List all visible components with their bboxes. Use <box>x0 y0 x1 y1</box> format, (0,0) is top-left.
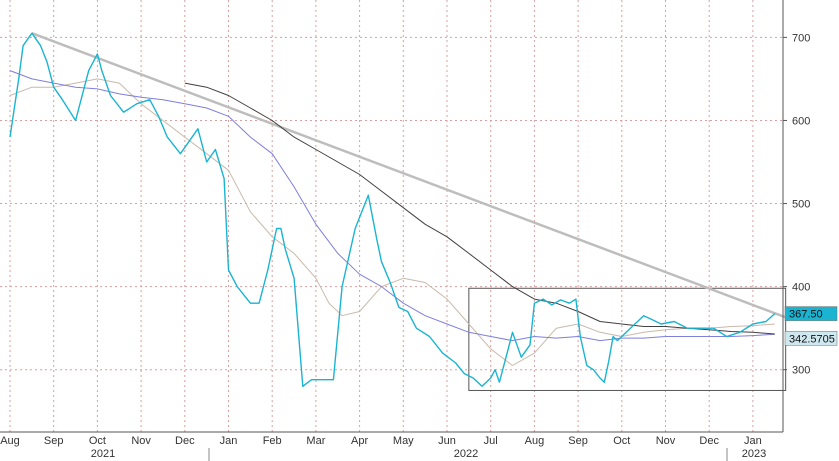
chart-series <box>9 32 776 387</box>
x-tick-label: Jul <box>484 435 498 447</box>
x-tick-label: Mar <box>306 435 325 447</box>
x-tick-label: Apr <box>351 435 368 447</box>
y-tick-label: 600 <box>792 115 810 127</box>
x-tick-label: Feb <box>263 435 282 447</box>
y-tick-label: 700 <box>792 32 810 44</box>
x-tick-label: Dec <box>699 435 719 447</box>
x-tick-label: Jan <box>744 435 762 447</box>
x-tick-label: Jan <box>220 435 238 447</box>
x-tick-label: Nov <box>131 435 151 447</box>
last-value-badge <box>784 306 838 321</box>
y-tick-label: 400 <box>792 282 810 294</box>
trendline <box>31 32 787 319</box>
last-value-badge <box>784 331 838 346</box>
x-tick-label: Sep <box>568 435 588 447</box>
x-tick-label: May <box>393 435 414 447</box>
last-value-label: 342.5705 <box>789 333 835 345</box>
x-tick-label: Aug <box>525 435 545 447</box>
series-line-ma_blue <box>9 70 775 342</box>
x-tick-label: Aug <box>0 435 20 447</box>
year-label: 2023 <box>742 448 766 460</box>
x-tick-label: Oct <box>89 435 106 447</box>
x-tick-label: Jun <box>438 435 456 447</box>
x-tick-label: Sep <box>44 435 64 447</box>
y-tick-label: 300 <box>792 365 810 377</box>
chart-axes: 300 400 500 600 700 Aug Sep Oct Nov Dec Jan Feb Mar A… <box>0 0 810 461</box>
series-line-price <box>9 32 776 387</box>
y-tick-label: 500 <box>792 199 810 211</box>
x-tick-label: Nov <box>656 435 676 447</box>
series-line-ma_black <box>184 82 775 335</box>
x-tick-label: Dec <box>175 435 195 447</box>
year-label: 2022 <box>454 448 478 460</box>
last-value-label: 367.50 <box>789 309 823 321</box>
x-tick-label: Oct <box>613 435 630 447</box>
year-label: 2021 <box>91 448 115 460</box>
series-line-ma_tan <box>9 78 775 366</box>
last-value-badges: 367.50 342.5705 <box>784 306 838 346</box>
